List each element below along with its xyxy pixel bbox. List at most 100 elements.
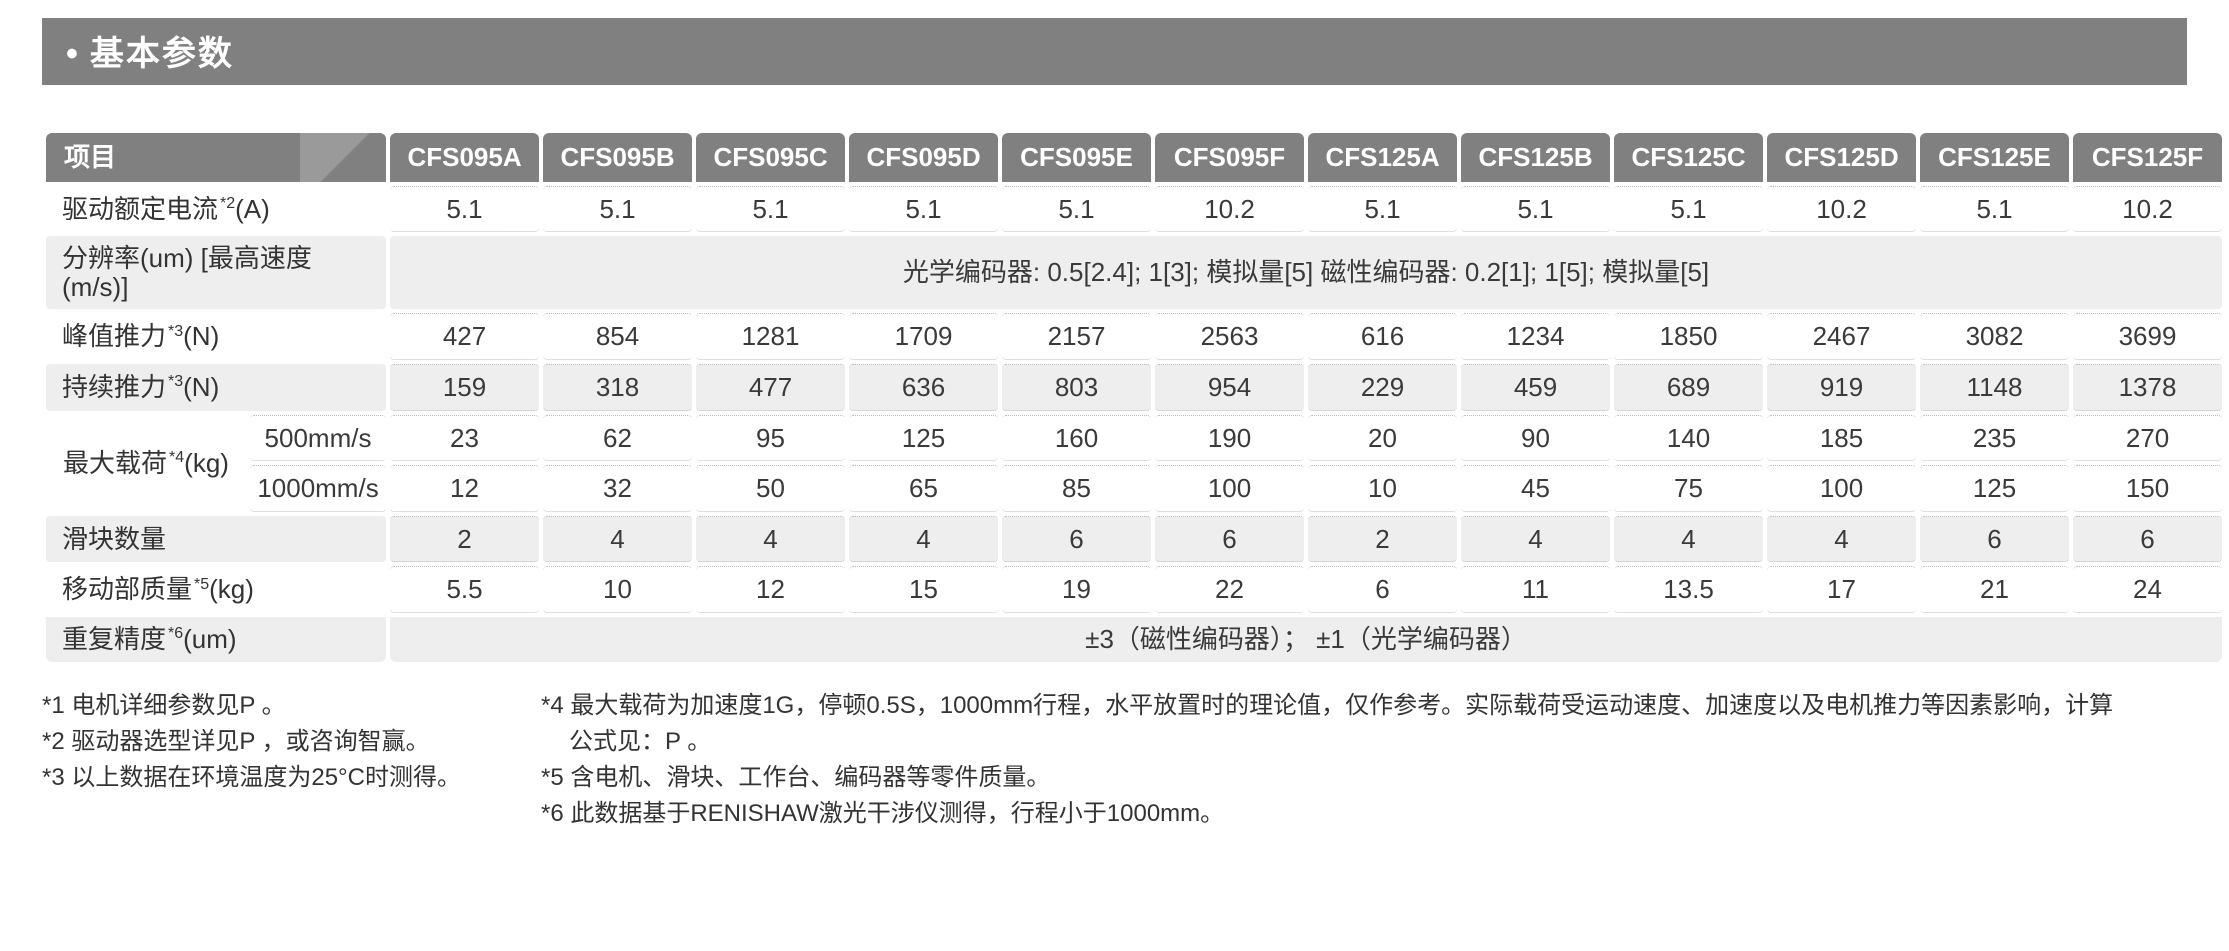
cell: 229 — [1308, 364, 1457, 411]
header-model: CFS125D — [1767, 133, 1916, 182]
footnote: *4 最大载荷为加速度1G，停顿0.5S，1000mm行程，水平放置时的理论值，… — [541, 688, 2113, 724]
header-model: CFS125C — [1614, 133, 1763, 182]
header-model: CFS095F — [1155, 133, 1304, 182]
cell: 65 — [849, 465, 998, 512]
cell: 15 — [849, 566, 998, 613]
row-peak-force: 峰值推力*3(N) 427 854 1281 1709 2157 2563 61… — [46, 313, 2222, 360]
cell: 90 — [1461, 415, 1610, 462]
label-moving-mass: 移动部质量*5(kg) — [46, 566, 386, 613]
header-model: CFS095E — [1002, 133, 1151, 182]
resolution-note: 光学编码器: 0.5[2.4]; 1[3]; 模拟量[5] 磁性编码器: 0.2… — [390, 236, 2222, 309]
cell: 1378 — [2073, 364, 2222, 411]
cell: 10 — [1308, 465, 1457, 512]
header-model: CFS095A — [390, 133, 539, 182]
cell: 4 — [543, 516, 692, 563]
cell: 2467 — [1767, 313, 1916, 360]
footnotes-right: *4 最大载荷为加速度1G，停顿0.5S，1000mm行程，水平放置时的理论值，… — [541, 688, 2113, 832]
cell: 5.1 — [543, 186, 692, 233]
cell: 21 — [1920, 566, 2069, 613]
cell: 125 — [1920, 465, 2069, 512]
cell: 45 — [1461, 465, 1610, 512]
cell: 10.2 — [1155, 186, 1304, 233]
footnote: *1 电机详细参数见P 。 — [42, 688, 461, 724]
cell: 5.1 — [1461, 186, 1610, 233]
cell: 11 — [1461, 566, 1610, 613]
label-resolution: 分辨率(um) [最高速度(m/s)] — [46, 236, 386, 309]
cell: 4 — [849, 516, 998, 563]
cell: 5.1 — [1308, 186, 1457, 233]
header-model: CFS095C — [696, 133, 845, 182]
cell: 185 — [1767, 415, 1916, 462]
footnote: *2 驱动器选型详见P ，或咨询智赢。 — [42, 724, 461, 760]
cell: 22 — [1155, 566, 1304, 613]
cell: 5.5 — [390, 566, 539, 613]
cell: 6 — [2073, 516, 2222, 563]
cell: 2563 — [1155, 313, 1304, 360]
cell: 1850 — [1614, 313, 1763, 360]
cell: 954 — [1155, 364, 1304, 411]
header-model: CFS095D — [849, 133, 998, 182]
cell: 4 — [696, 516, 845, 563]
cell: 459 — [1461, 364, 1610, 411]
footnote: 公式见：P 。 — [541, 724, 2113, 760]
footnote: *3 以上数据在环境温度为25°C时测得。 — [42, 760, 461, 796]
cell: 5.1 — [1002, 186, 1151, 233]
cell: 919 — [1767, 364, 1916, 411]
cell: 1281 — [696, 313, 845, 360]
cell: 13.5 — [1614, 566, 1763, 613]
cell: 3082 — [1920, 313, 2069, 360]
cell: 5.1 — [696, 186, 845, 233]
row-rated-current: 驱动额定电流*2(A) 5.1 5.1 5.1 5.1 5.1 10.2 5.1… — [46, 186, 2222, 233]
header-item: 项目 — [46, 133, 386, 182]
cell: 270 — [2073, 415, 2222, 462]
cell: 854 — [543, 313, 692, 360]
cell: 3699 — [2073, 313, 2222, 360]
label-rated-current: 驱动额定电流*2(A) — [46, 186, 386, 233]
row-repeatability: 重复精度*6(um) ±3（磁性编码器）； ±1（光学编码器） — [46, 617, 2222, 662]
cell: 85 — [1002, 465, 1151, 512]
section-title-bar: •基本参数 — [42, 18, 2187, 85]
cell: 50 — [696, 465, 845, 512]
header-model: CFS095B — [543, 133, 692, 182]
cell: 100 — [1767, 465, 1916, 512]
header-item-label: 项目 — [64, 142, 116, 172]
label-repeatability: 重复精度*6(um) — [46, 617, 386, 662]
cell: 1234 — [1461, 313, 1610, 360]
label-slider-count: 滑块数量 — [46, 516, 386, 563]
header-model: CFS125F — [2073, 133, 2222, 182]
footnotes: *1 电机详细参数见P 。 *2 驱动器选型详见P ，或咨询智赢。 *3 以上数… — [42, 688, 2187, 832]
cell: 4 — [1461, 516, 1610, 563]
sublabel-500: 500mm/s — [250, 415, 386, 462]
row-slider-count: 滑块数量 2 4 4 4 6 6 2 4 4 4 6 6 — [46, 516, 2222, 563]
header-model: CFS125B — [1461, 133, 1610, 182]
cell: 6 — [1002, 516, 1151, 563]
spec-table: 项目 CFS095A CFS095B CFS095C CFS095D CFS09… — [42, 129, 2226, 666]
cell: 616 — [1308, 313, 1457, 360]
cell: 23 — [390, 415, 539, 462]
cell: 5.1 — [1614, 186, 1763, 233]
cell: 6 — [1155, 516, 1304, 563]
header-model: CFS125E — [1920, 133, 2069, 182]
footnotes-left: *1 电机详细参数见P 。 *2 驱动器选型详见P ，或咨询智赢。 *3 以上数… — [42, 688, 461, 832]
cell: 235 — [1920, 415, 2069, 462]
cell: 160 — [1002, 415, 1151, 462]
cell: 190 — [1155, 415, 1304, 462]
cell: 2157 — [1002, 313, 1151, 360]
cell: 159 — [390, 364, 539, 411]
cell: 19 — [1002, 566, 1151, 613]
cell: 95 — [696, 415, 845, 462]
cell: 62 — [543, 415, 692, 462]
cell: 100 — [1155, 465, 1304, 512]
label-peak-force: 峰值推力*3(N) — [46, 313, 386, 360]
cell: 6 — [1308, 566, 1457, 613]
cell: 636 — [849, 364, 998, 411]
cell: 477 — [696, 364, 845, 411]
sublabel-1000: 1000mm/s — [250, 465, 386, 512]
cell: 12 — [696, 566, 845, 613]
row-resolution: 分辨率(um) [最高速度(m/s)] 光学编码器: 0.5[2.4]; 1[3… — [46, 236, 2222, 309]
header-model: CFS125A — [1308, 133, 1457, 182]
cell: 17 — [1767, 566, 1916, 613]
cell: 10.2 — [1767, 186, 1916, 233]
cell: 1148 — [1920, 364, 2069, 411]
cell: 10 — [543, 566, 692, 613]
